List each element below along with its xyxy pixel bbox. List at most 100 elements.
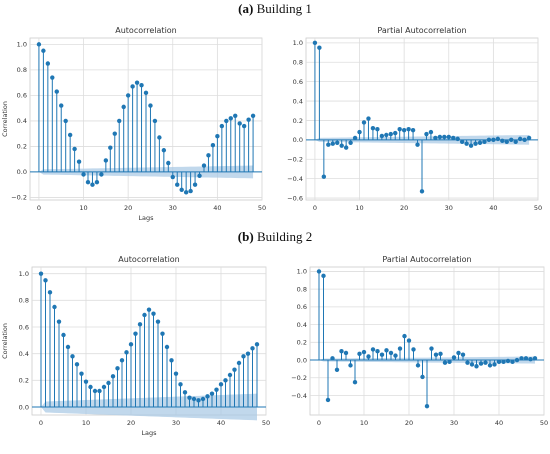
stem-marker bbox=[45, 61, 51, 66]
stem-marker bbox=[134, 80, 140, 85]
y-tick-label: 0.6 bbox=[19, 323, 29, 331]
x-tick-label: 0 bbox=[317, 419, 321, 427]
stem-marker bbox=[415, 363, 421, 368]
y-tick-label: 0.8 bbox=[17, 66, 27, 74]
y-axis-label: Correlation bbox=[1, 323, 9, 359]
caption-text: Building 1 bbox=[256, 1, 312, 16]
stem-marker bbox=[384, 132, 389, 138]
stem-marker bbox=[464, 141, 469, 146]
stem-marker bbox=[473, 141, 478, 146]
stem-marker bbox=[505, 358, 511, 364]
stem-marker bbox=[528, 356, 533, 362]
stem-marker bbox=[388, 350, 394, 356]
stem-marker bbox=[133, 331, 138, 336]
x-tick-label: 20 bbox=[127, 419, 135, 427]
stem-marker bbox=[495, 136, 501, 142]
stem-marker bbox=[94, 179, 100, 185]
stem-marker bbox=[206, 153, 211, 158]
stem-marker bbox=[70, 354, 75, 359]
x-tick-label: 20 bbox=[400, 204, 408, 212]
stem-marker bbox=[514, 357, 520, 363]
stem-marker bbox=[117, 118, 122, 124]
stem-marker bbox=[532, 356, 538, 361]
stem-marker bbox=[115, 366, 120, 371]
stem-marker bbox=[36, 42, 42, 47]
stem-marker bbox=[157, 135, 162, 140]
stem-marker bbox=[128, 342, 134, 347]
stem-marker bbox=[97, 388, 102, 394]
stem-marker bbox=[343, 350, 349, 356]
y-tick-label: 0.6 bbox=[297, 303, 307, 311]
stem-marker bbox=[54, 89, 59, 94]
caption-label: (b) bbox=[237, 229, 254, 244]
stem-marker bbox=[517, 136, 523, 142]
stem-marker bbox=[209, 391, 215, 396]
stem-marker bbox=[504, 139, 509, 144]
stem-marker bbox=[478, 361, 484, 366]
stem-marker bbox=[366, 354, 371, 359]
stem-marker bbox=[522, 137, 527, 143]
stem-marker bbox=[83, 379, 89, 384]
stem-marker bbox=[339, 143, 344, 148]
stem-marker bbox=[99, 172, 104, 177]
y-tick-label: 0.6 bbox=[17, 92, 27, 100]
stem-marker bbox=[446, 134, 451, 140]
stem-marker bbox=[415, 142, 420, 147]
y-tick-label: 0.0 bbox=[297, 356, 307, 364]
stem-marker bbox=[321, 273, 326, 279]
stem-marker bbox=[103, 158, 109, 163]
stem-marker bbox=[228, 116, 233, 121]
stem-marker bbox=[406, 126, 411, 132]
stem-marker bbox=[61, 332, 66, 338]
stem-marker bbox=[486, 137, 492, 143]
stem-marker bbox=[491, 137, 496, 143]
x-tick-label: 10 bbox=[355, 204, 363, 212]
stem-marker bbox=[406, 338, 412, 343]
stem-marker bbox=[219, 123, 225, 129]
stem-marker bbox=[401, 127, 407, 133]
stem-marker bbox=[241, 123, 247, 129]
stem-marker bbox=[151, 311, 156, 316]
stem-marker bbox=[447, 359, 452, 365]
stem-marker bbox=[397, 346, 403, 351]
stem-marker bbox=[348, 140, 353, 145]
y-tick-label: −0.2 bbox=[287, 156, 303, 164]
stem-marker bbox=[137, 322, 143, 327]
y-tick-label: −0.2 bbox=[291, 374, 307, 382]
caption-building-1: (a) Building 1 bbox=[0, 1, 550, 17]
caption-building-2: (b) Building 2 bbox=[0, 229, 550, 245]
stem-marker bbox=[79, 371, 84, 376]
y-tick-label: 1.0 bbox=[17, 41, 27, 49]
stem-marker bbox=[334, 367, 340, 373]
stem-marker bbox=[326, 142, 331, 147]
stem-marker bbox=[210, 142, 216, 148]
y-tick-label: 0.8 bbox=[293, 59, 303, 67]
stem-marker bbox=[500, 138, 505, 144]
stem-marker bbox=[173, 371, 179, 376]
stem-marker bbox=[496, 359, 502, 365]
stem-marker bbox=[482, 139, 487, 144]
stem-marker bbox=[223, 378, 228, 383]
y-tick-label: 0.6 bbox=[293, 78, 303, 86]
stem-marker bbox=[197, 173, 202, 178]
stem-marker bbox=[509, 137, 514, 143]
y-tick-label: 0.2 bbox=[293, 117, 303, 125]
y-tick-label: 0.8 bbox=[297, 285, 307, 293]
x-tick-label: 40 bbox=[495, 419, 503, 427]
x-tick-label: 50 bbox=[540, 419, 548, 427]
stem-marker bbox=[330, 141, 335, 146]
stem-marker bbox=[215, 134, 220, 139]
stem-marker bbox=[519, 356, 524, 361]
stem-marker bbox=[379, 133, 385, 139]
x-tick-label: 30 bbox=[172, 419, 180, 427]
stem-marker bbox=[164, 344, 170, 350]
stem-marker bbox=[321, 174, 327, 179]
stem-marker bbox=[188, 188, 193, 194]
chart-title: Partial Autocorrelation bbox=[377, 26, 466, 35]
x-tick-label: 0 bbox=[313, 204, 317, 212]
y-tick-label: −0.2 bbox=[11, 194, 27, 202]
stem-marker bbox=[130, 84, 135, 89]
stem-marker bbox=[232, 367, 237, 372]
stem-marker bbox=[312, 40, 318, 46]
stem-marker bbox=[492, 362, 497, 367]
